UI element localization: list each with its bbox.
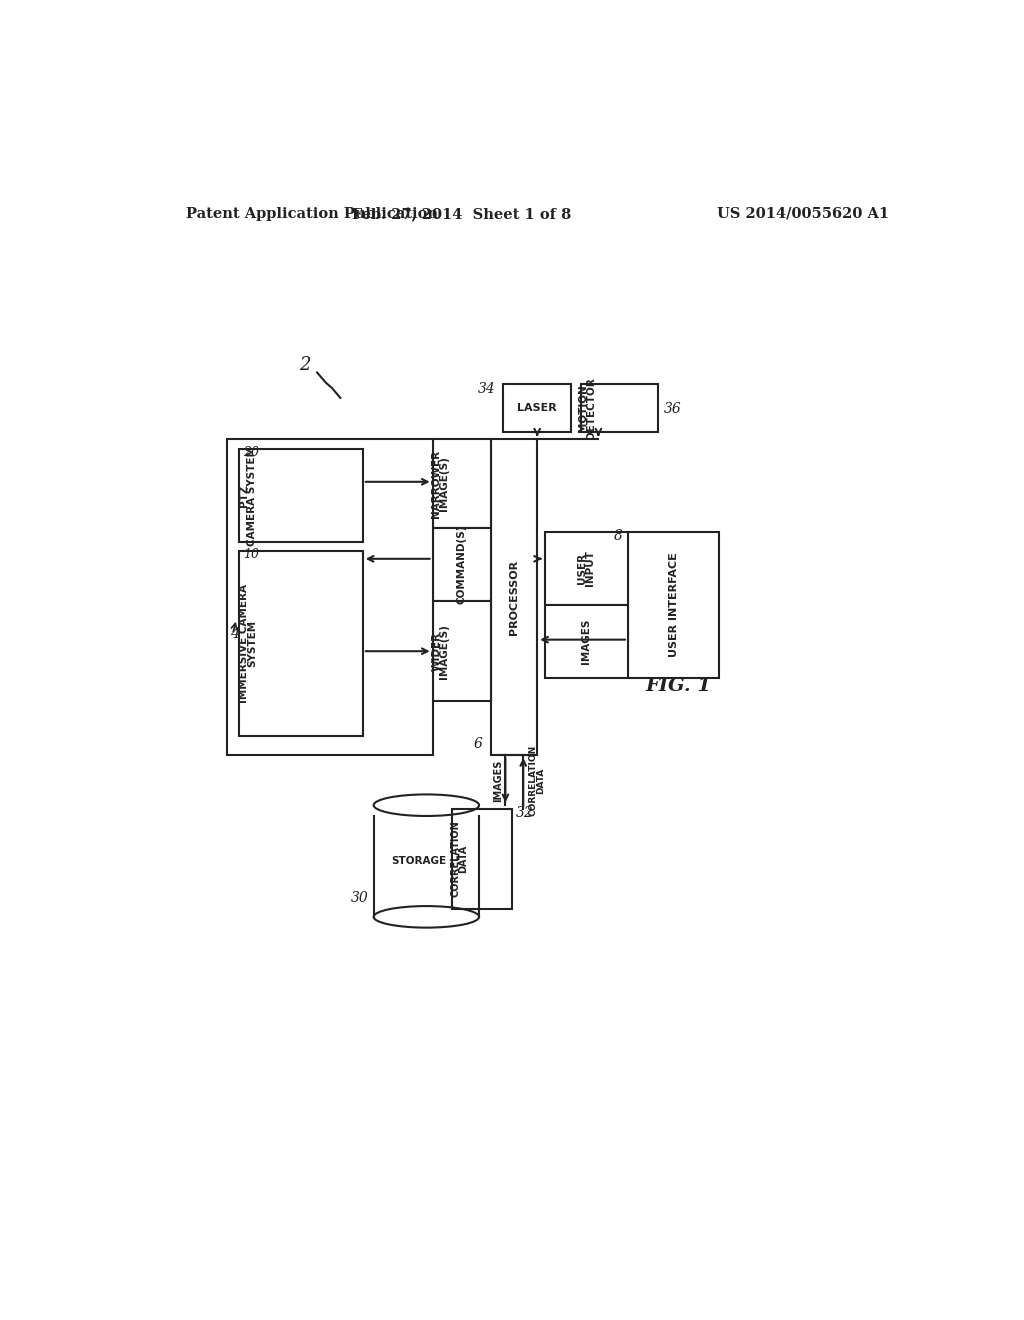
Text: 8: 8 [613, 529, 623, 543]
Bar [452, 809, 512, 909]
Bar [432, 528, 490, 601]
Text: 32: 32 [515, 807, 534, 820]
Text: COMMAND(S): COMMAND(S) [457, 525, 467, 605]
Bar [490, 440, 538, 755]
Text: 2: 2 [299, 356, 310, 374]
Ellipse shape [374, 906, 479, 928]
Text: 34: 34 [477, 383, 496, 396]
Text: PROCESSOR: PROCESSOR [509, 560, 519, 635]
Text: SYSTEM: SYSTEM [247, 620, 257, 667]
Text: INPUT: INPUT [586, 550, 596, 586]
Text: 6: 6 [474, 737, 483, 751]
Bar [545, 605, 628, 678]
Bar [227, 440, 432, 755]
Text: NARROWER: NARROWER [431, 450, 441, 517]
Text: DATA: DATA [459, 845, 469, 874]
Text: 30: 30 [350, 891, 369, 904]
Ellipse shape [374, 795, 479, 816]
Text: US 2014/0055620 A1: US 2014/0055620 A1 [717, 207, 889, 220]
Text: DETECTOR: DETECTOR [586, 378, 596, 438]
Text: IMAGES: IMAGES [493, 759, 503, 801]
Bar [239, 450, 362, 543]
Text: IMAGE(S): IMAGE(S) [439, 624, 450, 678]
Bar [432, 601, 490, 701]
Text: LASER: LASER [517, 403, 557, 413]
Text: WIDER: WIDER [431, 632, 441, 671]
Bar [545, 532, 628, 605]
Text: 4: 4 [230, 627, 240, 642]
Text: FIG. 1: FIG. 1 [645, 677, 712, 694]
Text: MOTION: MOTION [578, 384, 588, 432]
Text: 10: 10 [243, 548, 259, 561]
Text: DATA: DATA [536, 767, 545, 793]
Text: STORAGE: STORAGE [391, 855, 446, 866]
Text: IMAGES: IMAGES [582, 619, 592, 664]
Text: Feb. 27, 2014  Sheet 1 of 8: Feb. 27, 2014 Sheet 1 of 8 [351, 207, 570, 220]
Bar [503, 384, 571, 432]
Bar [628, 532, 719, 678]
Text: CORRELATION: CORRELATION [528, 744, 537, 816]
Bar [581, 384, 658, 432]
Text: CAMERA SYSTEM: CAMERA SYSTEM [247, 446, 257, 545]
Text: 36: 36 [665, 401, 682, 416]
Bar [239, 552, 362, 737]
Text: USER INTERFACE: USER INTERFACE [669, 553, 679, 657]
Text: CORRELATION: CORRELATION [451, 821, 461, 898]
Text: IMMERSIVE CAMERA: IMMERSIVE CAMERA [239, 583, 249, 704]
Text: Patent Application Publication: Patent Application Publication [186, 207, 438, 220]
Text: USER: USER [578, 553, 588, 583]
Bar [432, 440, 490, 528]
Text: IMAGE(S): IMAGE(S) [439, 457, 450, 511]
Text: PTZ: PTZ [239, 484, 249, 507]
Text: 20: 20 [243, 446, 259, 459]
